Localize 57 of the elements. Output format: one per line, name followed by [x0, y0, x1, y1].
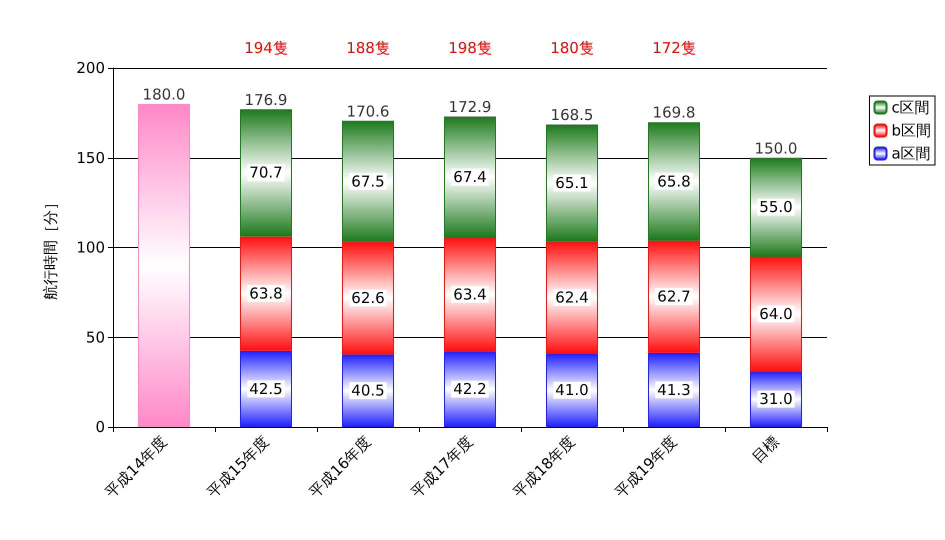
data-label: 42.2 [453, 380, 487, 398]
bar [240, 109, 292, 236]
x-tick-label: 平成16年度 [306, 432, 374, 502]
data-label: 62.7 [657, 288, 691, 306]
total-label: 176.9 [244, 90, 288, 109]
y-axis-title: 航行時間［分］ [42, 195, 60, 300]
bar [546, 241, 598, 354]
data-label: 62.4 [555, 288, 589, 306]
x-tick-label: 平成19年度 [612, 432, 680, 502]
text: 172隻 [652, 39, 696, 57]
data-label: 41.3 [657, 380, 691, 399]
y-tick-label: 150 [76, 148, 105, 167]
bar [138, 104, 190, 427]
bar [444, 237, 496, 352]
data-label: 63.8 [249, 284, 283, 302]
bar [444, 116, 496, 238]
total-label: 172.9 [448, 98, 492, 116]
text: 198隻 [448, 39, 492, 57]
y-tick-label: 100 [76, 238, 105, 256]
total-label: 169.8 [652, 104, 696, 122]
data-label: 70.7 [249, 164, 283, 182]
legend-label: b区間 [891, 122, 932, 140]
x-tick-label: 目標 [748, 432, 782, 467]
text: 180隻 [550, 39, 594, 57]
x-tick-label: 平成18年度 [510, 432, 578, 502]
data-label: 64.0 [759, 304, 793, 323]
x-tick-label: 平成15年度 [204, 432, 272, 502]
data-label: 62.6 [351, 289, 385, 308]
total-label: 170.6 [346, 102, 390, 120]
data-label: 31.0 [759, 390, 793, 408]
y-tick-label: 50 [86, 328, 105, 346]
data-label: 63.4 [453, 285, 487, 304]
data-label: 65.1 [555, 174, 589, 192]
text: 188隻 [346, 39, 390, 57]
bar [342, 120, 394, 242]
text: 194隻 [244, 39, 288, 57]
data-label: 42.5 [249, 380, 283, 398]
bar [648, 240, 700, 353]
data-label: 65.8 [657, 172, 691, 190]
bar [546, 124, 598, 242]
bar [750, 256, 802, 372]
data-label: 41.0 [555, 381, 589, 400]
data-label: 67.5 [351, 172, 385, 190]
bar [240, 236, 292, 351]
bar [750, 158, 802, 256]
x-tick-label: 平成17年度 [408, 432, 476, 502]
data-label: 55.0 [759, 198, 793, 216]
bar [342, 242, 394, 354]
total-label: 150.0 [754, 139, 798, 158]
bar [648, 122, 700, 240]
y-tick-label: 200 [76, 59, 105, 77]
total-label: 168.5 [550, 106, 594, 124]
legend-label: c区間 [891, 98, 930, 116]
legend-label: a区間 [891, 144, 931, 162]
data-label: 40.5 [351, 382, 385, 400]
data-label: 67.4 [453, 168, 487, 186]
total-label: 180.0 [142, 85, 186, 104]
